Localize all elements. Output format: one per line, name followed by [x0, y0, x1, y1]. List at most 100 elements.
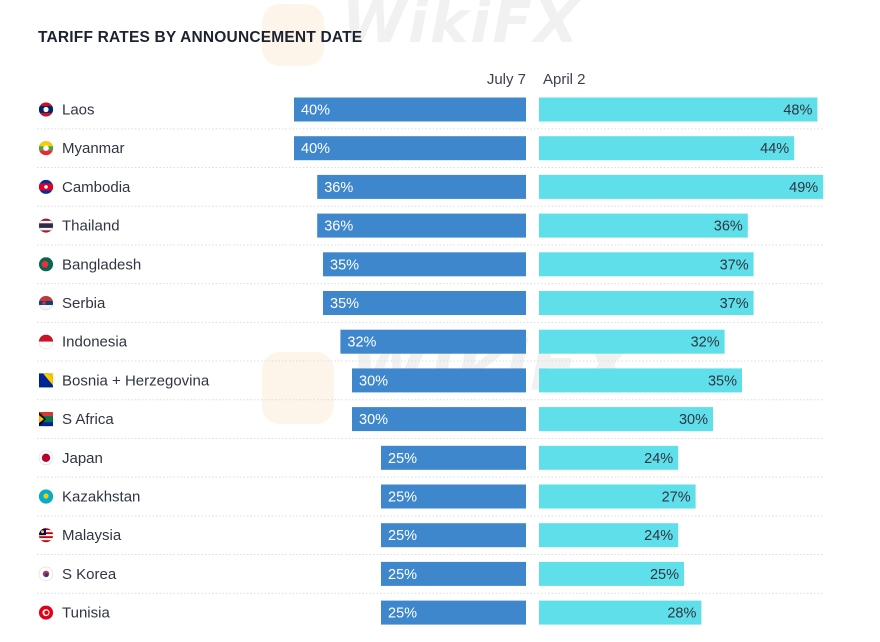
flag-outline: [38, 334, 54, 350]
april-data-label: 32%: [691, 335, 720, 351]
flag-emblem: [43, 106, 49, 113]
indonesia-flag-icon: [39, 334, 53, 349]
flag-outline: [38, 373, 54, 388]
flag-stripe: [39, 341, 53, 349]
bosnia-flag-icon: [39, 373, 53, 388]
chart-row: Bosnia + Herzegovina 30% 35%: [37, 368, 824, 401]
category-label: Laos: [62, 102, 95, 119]
july-bar: [317, 213, 526, 238]
april-bar: [539, 445, 679, 470]
april-bar: [539, 368, 742, 393]
july-bar: [294, 136, 526, 161]
watermark-logo-badge: [262, 4, 324, 66]
flag-outline: [38, 256, 54, 272]
july-data-label: 25%: [388, 451, 417, 467]
flag-emblem: [42, 301, 46, 305]
july-bar: [381, 561, 526, 586]
april-data-label: 49%: [789, 180, 818, 196]
flag-outline: [38, 411, 54, 427]
april-data-label: 44%: [760, 141, 789, 157]
april-data-label: 30%: [679, 412, 708, 428]
april-data-label: 24%: [644, 528, 673, 544]
july-bar: [352, 407, 526, 432]
chart-row: Indonesia 32% 32%: [37, 329, 824, 362]
chart-title: TARIFF RATES BY ANNOUNCEMENT DATE: [38, 29, 363, 46]
july-bar: [381, 445, 526, 470]
chart-row: Myanmar 40% 44%: [37, 136, 824, 169]
chart-row: S Africa 30% 30%: [37, 407, 824, 439]
flag-stripe: [39, 141, 53, 147]
chart-row: Serbia 35% 37%: [37, 291, 824, 323]
chart-row: Kazakhstan 25% 27%: [37, 484, 824, 517]
flag-stripe: [39, 538, 53, 541]
flag-emblem: [41, 260, 49, 268]
watermark-logo-badge: [262, 352, 334, 424]
japan-flag-icon: [39, 450, 53, 465]
july-bar: [323, 291, 526, 315]
april-data-label: 25%: [650, 567, 679, 583]
flag-outline: [38, 527, 54, 543]
category-label: Cambodia: [62, 179, 131, 196]
july-bar: [323, 252, 526, 277]
flag-stripe: [39, 223, 53, 228]
flag-emblem: [41, 530, 44, 534]
chart-row: Laos 40% 48%: [37, 97, 824, 130]
flag-stripe: [39, 301, 53, 305]
april-bar: [539, 97, 818, 122]
april-data-label: 27%: [662, 490, 691, 506]
chart-row: Malaysia 25% 24%: [37, 523, 824, 556]
april-bar: [539, 484, 696, 509]
kazakhstan-flag-icon: [39, 489, 53, 504]
category-label: Myanmar: [62, 140, 125, 157]
category-label: Tunisia: [62, 605, 110, 622]
july-bar: [294, 97, 526, 122]
flag-emblem: [43, 493, 49, 499]
chart-row: Thailand 36% 36%: [37, 213, 824, 246]
april-bar: [539, 329, 725, 354]
april-bar: [539, 600, 702, 625]
april-data-label: 37%: [720, 296, 749, 312]
flag-emblem: [44, 610, 49, 615]
april-bar: [539, 174, 824, 199]
april-bar: [539, 252, 754, 277]
april-bar: [539, 523, 679, 548]
flag-stripe: [39, 296, 53, 301]
april-bar: [539, 291, 754, 315]
flag-outline: [38, 140, 54, 156]
april-data-label: 35%: [708, 373, 737, 389]
flag-emblem: [39, 415, 44, 424]
serbia-flag-icon: [39, 296, 53, 310]
flag-stripe: [39, 422, 53, 427]
july-data-label: 40%: [301, 141, 330, 157]
flag-stripe: [39, 150, 53, 156]
chart-row: Tunisia 25% 28%: [38, 600, 702, 625]
july-data-label: 32%: [347, 335, 376, 351]
july-data-label: 40%: [301, 103, 330, 119]
july-data-label: 25%: [388, 567, 417, 583]
july-data-label: 35%: [330, 296, 359, 312]
july-data-label: 30%: [359, 412, 388, 428]
laos-flag-icon: [39, 102, 53, 117]
flag-emblem: [44, 573, 49, 577]
flag-outline: [38, 295, 54, 311]
flag-outline: [38, 566, 54, 582]
category-label: Serbia: [62, 295, 106, 312]
chart-row: S Korea 25% 25%: [37, 561, 824, 594]
chart-row: Bangladesh 35% 37%: [37, 252, 824, 285]
flag-stripe: [39, 412, 53, 417]
april-bar: [539, 136, 795, 161]
flag-outline: [38, 179, 54, 195]
april-data-label: 36%: [714, 219, 743, 235]
july-data-label: 25%: [388, 606, 417, 622]
cambodia-flag-icon: [39, 179, 53, 194]
april-data-label: 37%: [720, 257, 749, 273]
flag-stripe: [39, 305, 53, 310]
flag-stripe: [39, 540, 53, 543]
april-data-label: 48%: [783, 103, 812, 119]
july-data-label: 36%: [324, 219, 353, 235]
flag-emblem: [41, 453, 51, 462]
july-bar: [317, 174, 526, 199]
flag-outline: [38, 489, 54, 504]
chart-row: Japan 25% 24%: [37, 445, 824, 478]
